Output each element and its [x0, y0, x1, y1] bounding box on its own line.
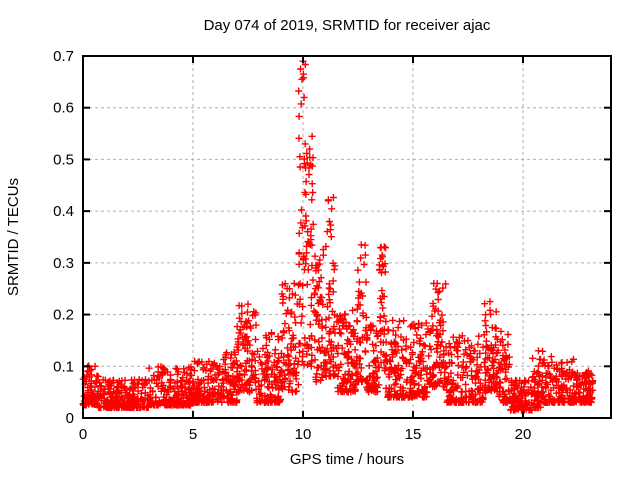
- plot-border: [82, 55, 612, 419]
- x-tick-labels: 0 5 10 15 20: [79, 426, 532, 443]
- x-tick-label: 15: [405, 426, 422, 443]
- x-tick-label: 20: [515, 426, 532, 443]
- data-points-srmtid: [79, 57, 597, 414]
- y-tick-label: 0.6: [53, 100, 74, 117]
- y-tick-labels: 0 0.1 0.2 0.3 0.4 0.5 0.6 0.7: [53, 48, 74, 427]
- axis-ticks: [82, 55, 611, 419]
- scatter-plus-markers: [79, 57, 597, 414]
- y-tick-label: 0.7: [53, 48, 74, 65]
- y-tick-label: 0.5: [53, 151, 74, 168]
- y-axis-label: SRMTID / TECUs: [5, 178, 22, 296]
- x-tick-label: 5: [189, 426, 197, 443]
- x-axis-label: GPS time / hours: [290, 451, 404, 468]
- x-tick-label: 0: [79, 426, 87, 443]
- x-tick-label: 10: [295, 426, 312, 443]
- y-tick-label: 0.3: [53, 255, 74, 272]
- y-tick-label: 0.1: [53, 358, 74, 375]
- y-tick-label: 0: [66, 410, 74, 427]
- y-tick-label: 0.4: [53, 203, 74, 220]
- chart-title: Day 074 of 2019, SRMTID for receiver aja…: [204, 17, 491, 34]
- y-tick-label: 0.2: [53, 307, 74, 324]
